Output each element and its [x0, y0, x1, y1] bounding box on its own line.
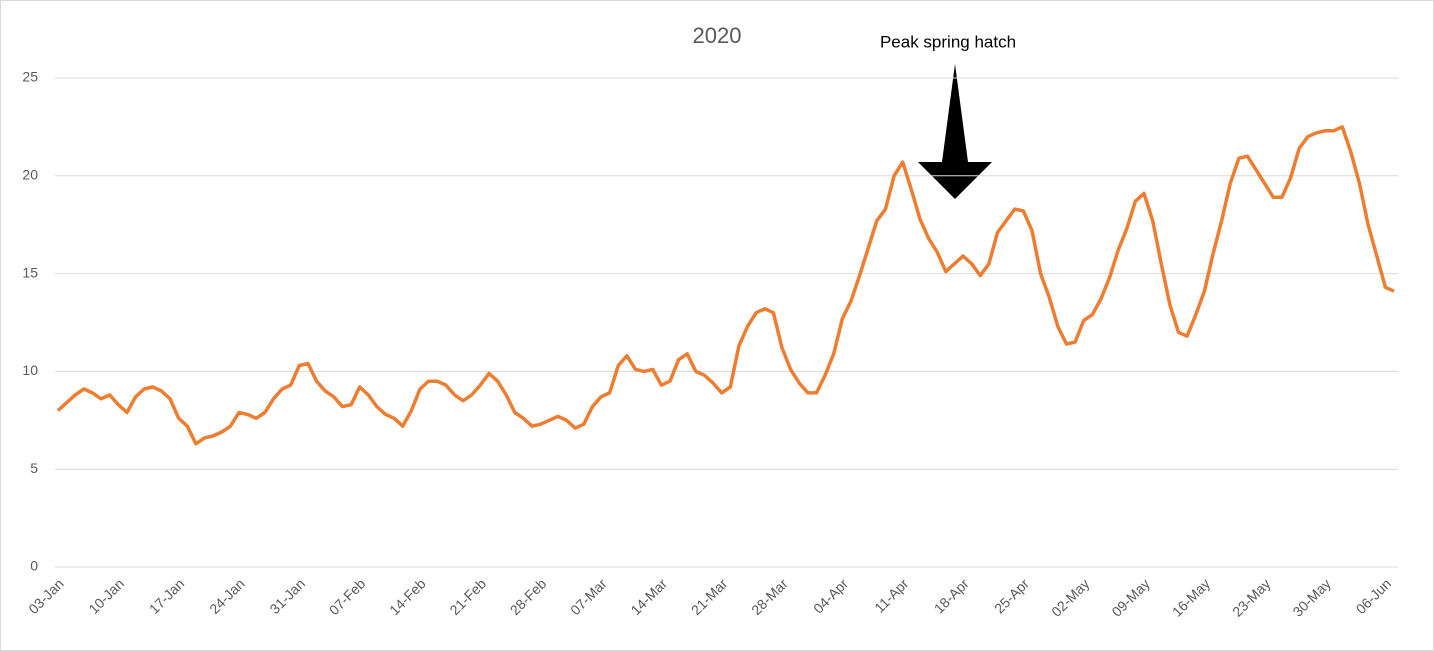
chart-title: 2020	[693, 23, 742, 48]
annotation-arrow	[918, 64, 992, 199]
y-tick-label: 20	[22, 167, 38, 183]
y-tick-label: 5	[30, 460, 38, 476]
y-tick-label: 25	[22, 69, 38, 85]
y-tick-label: 0	[30, 558, 38, 574]
annotation: Peak spring hatch	[880, 32, 1016, 51]
data-line	[56, 125, 1395, 446]
y-tick-label: 10	[22, 362, 38, 378]
y-tick-label: 15	[22, 264, 38, 280]
